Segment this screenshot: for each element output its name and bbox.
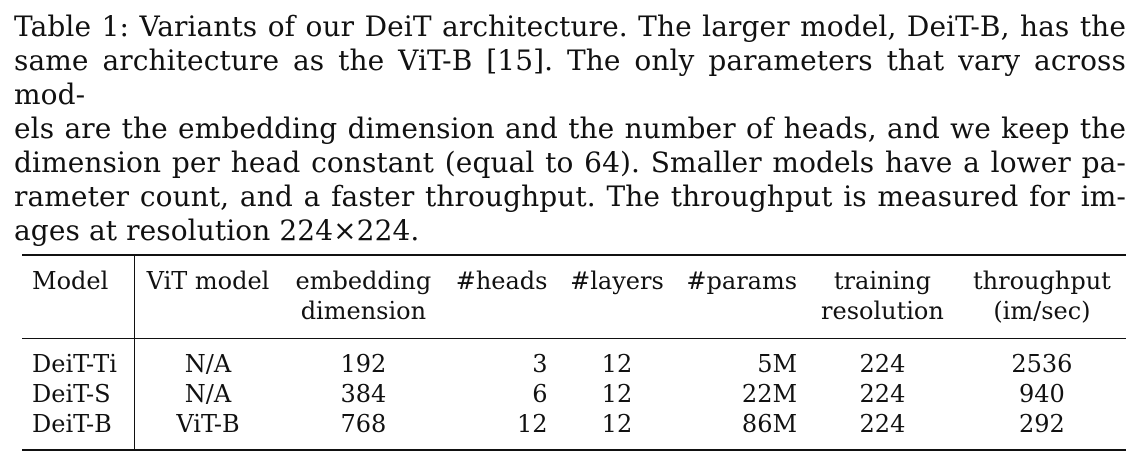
header-embedding-line1: embedding [295,267,432,295]
table-header-row: Model ViT model embedding dimension #hea… [22,255,1126,339]
table-caption: Table 1: Variants of our DeiT architectu… [14,10,1126,248]
header-resolution-line2: resolution [821,297,944,325]
caption-line: Table 1: Variants of our DeiT architectu… [14,10,1126,43]
header-layers: #layers [570,267,664,295]
data-table: Model ViT model embedding dimension #hea… [22,254,1126,451]
header-embedding-line2: dimension [300,297,427,325]
cell-resolution: 224 [859,380,906,408]
cell-layers: 12 [601,380,633,408]
cell-model: DeiT-B [22,409,135,450]
cell-embedding: 384 [340,380,387,408]
cell-layers: 12 [601,350,633,378]
cell-heads: 3 [532,350,548,378]
table-row: DeiT-S N/A 384 6 12 22M 224 940 [22,379,1126,409]
header-resolution-line1: training [833,267,931,295]
cell-params: 22M [741,380,798,408]
table-row: DeiT-B ViT-B 768 12 12 86M 224 292 [22,409,1126,450]
header-heads: #heads [455,267,548,295]
caption-line: dimension per head constant (equal to 64… [14,146,1126,179]
header-embedding-dimension: embedding dimension [281,255,446,339]
table-row: DeiT-Ti N/A 192 3 12 5M 224 2536 [22,338,1126,379]
cell-resolution: 224 [859,350,906,378]
cell-throughput: 940 [1019,380,1065,408]
cell-layers: 12 [601,410,633,438]
cell-embedding: 768 [340,410,387,438]
deit-variants-table: Model ViT model embedding dimension #hea… [22,254,1126,451]
cell-throughput: 2536 [1011,350,1073,378]
caption-line: rameter count, and a faster throughput. … [14,180,1126,213]
cell-params: 86M [741,410,798,438]
header-params: #params [686,267,798,295]
caption-line: same architecture as the ViT-B [15]. The… [14,44,1126,111]
header-model: Model [22,255,135,339]
header-training-resolution: training resolution [807,255,958,339]
cell-vit-model: ViT-B [176,410,240,438]
cell-heads: 12 [516,410,548,438]
header-throughput-line1: throughput [973,267,1111,295]
cell-vit-model: N/A [184,380,232,408]
cell-resolution: 224 [859,410,906,438]
cell-heads: 6 [532,380,548,408]
header-throughput: throughput (im/sec) [958,255,1126,339]
cell-throughput: 292 [1019,410,1065,438]
cell-embedding: 192 [340,350,387,378]
header-vit-model: ViT model [146,267,270,295]
cell-model: DeiT-S [22,379,135,409]
cell-model: DeiT-Ti [22,338,135,379]
caption-line: ages at resolution 224×224. [14,214,420,247]
cell-vit-model: N/A [184,350,232,378]
caption-line: els are the embedding dimension and the … [14,112,1126,145]
header-throughput-line2: (im/sec) [993,297,1091,325]
cell-params: 5M [757,350,798,378]
